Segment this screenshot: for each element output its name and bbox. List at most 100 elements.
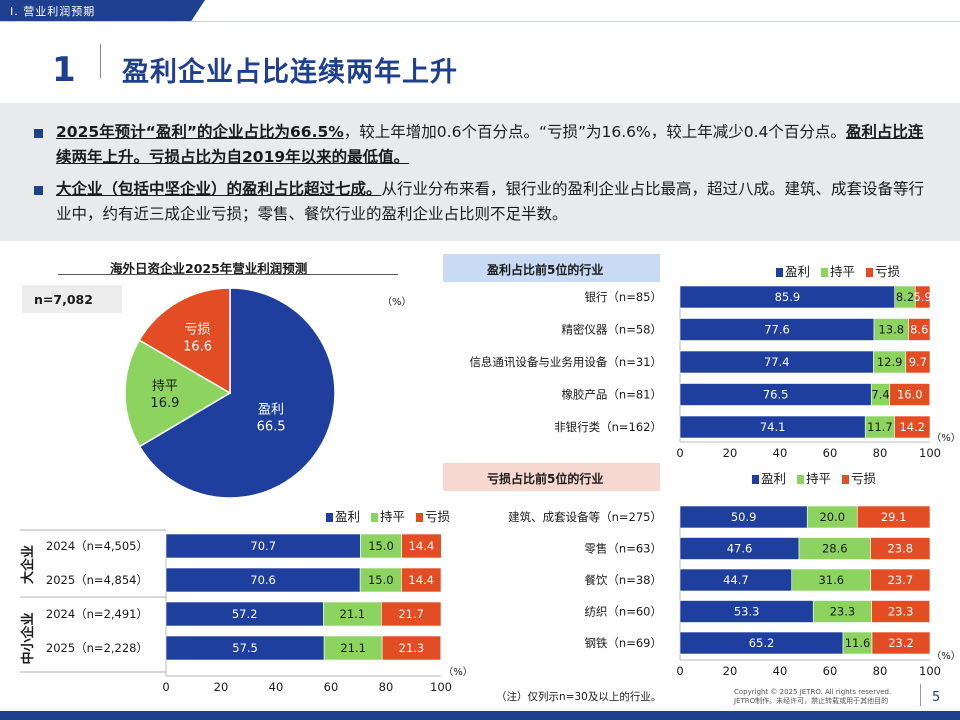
category-label: 零售（n=63） bbox=[584, 542, 662, 556]
bar-segment-profit bbox=[165, 635, 325, 661]
bar-segment-loss bbox=[381, 601, 442, 627]
bar-value-label: 11.7 bbox=[867, 420, 893, 434]
category-label: 建筑、成套设备等（n=275） bbox=[508, 510, 662, 524]
summary-2-text: 从行业分布来看，银行业的盈利企业占比最高，超过八成。建筑、成套设备等行业中，约有… bbox=[56, 180, 925, 223]
unit-label: （%） bbox=[443, 666, 473, 678]
summary-box: 2025年预计“盈利”的企业占比为66.5%，较上年增加0.6个百分点。“亏损”… bbox=[0, 103, 960, 241]
bar-value-label: 28.6 bbox=[822, 542, 848, 556]
section-tab: Ⅰ. 营业利润预期 bbox=[0, 0, 205, 22]
bar-segment-loss bbox=[889, 383, 931, 406]
category-label: 非银行类（n=162） bbox=[554, 420, 662, 434]
legend-swatch-profit bbox=[776, 268, 783, 277]
bar-segment-loss bbox=[381, 635, 442, 661]
pie-label-name: 盈利 bbox=[258, 402, 284, 417]
bar-value-label: 23.3 bbox=[888, 605, 914, 619]
bar-value-label: 7.4 bbox=[871, 388, 889, 402]
bar-segment-loss bbox=[856, 505, 931, 529]
category-label: 精密仪器（n=58） bbox=[561, 323, 662, 337]
bar-value-label: 14.4 bbox=[408, 573, 434, 587]
pie-n-label: n=7,082 bbox=[34, 292, 93, 307]
bar-value-label: 70.7 bbox=[250, 539, 276, 553]
pie-label-name: 亏损 bbox=[185, 323, 211, 338]
summary-2-bold-1: 大企业（包括中坚企业）的盈利占比超过七成。 bbox=[56, 180, 382, 198]
x-tick-label: 20 bbox=[723, 664, 738, 678]
legend-swatch-loss bbox=[416, 513, 423, 522]
bar-value-label: 21.1 bbox=[340, 607, 366, 621]
pie-unit-label: （%） bbox=[382, 297, 412, 308]
category-label: 橡胶产品（n=81） bbox=[561, 388, 662, 402]
category-label: 银行（n=85） bbox=[584, 290, 662, 304]
bar-value-label: 21.1 bbox=[340, 641, 366, 655]
summary-1-text: ，较上年增加0.6个百分点。“亏损”为16.6%，较上年减少0.4个百分点。 bbox=[343, 123, 846, 141]
bar-value-label: 15.0 bbox=[368, 573, 394, 587]
x-tick-label: 40 bbox=[773, 446, 788, 460]
pie-chart-title: 海外日资企业2025年营业利润预测 bbox=[110, 261, 308, 276]
bar-value-label: 85.9 bbox=[775, 290, 801, 304]
bullet-icon bbox=[34, 186, 43, 195]
category-label: 纺织（n=60） bbox=[584, 605, 662, 619]
bar-value-label: 74.1 bbox=[760, 420, 786, 434]
bar-value-label: 77.6 bbox=[764, 323, 790, 337]
legend-label-flat: 持平 bbox=[830, 264, 855, 279]
legend-swatch-loss bbox=[842, 475, 849, 484]
bar-value-label: 12.9 bbox=[877, 355, 903, 369]
bar-segment-loss bbox=[401, 533, 442, 559]
legend-swatch-flat bbox=[821, 268, 828, 277]
pie-label-value: 16.9 bbox=[150, 396, 179, 411]
bullet-icon bbox=[34, 129, 43, 138]
bar-value-label: 14.4 bbox=[409, 539, 435, 553]
legend-label-profit: 盈利 bbox=[785, 264, 810, 279]
bar-value-label: 23.8 bbox=[887, 542, 913, 556]
header-divider bbox=[0, 21, 960, 22]
legend-swatch-profit bbox=[326, 513, 333, 522]
x-tick-label: 80 bbox=[379, 680, 394, 694]
legend-label-loss: 亏损 bbox=[851, 471, 877, 486]
size-group-label: 中小企业 bbox=[20, 612, 36, 664]
summary-1-bold-2: 盈利占比连续两年上升。亏损占比为自2019年以来的最低值。 bbox=[56, 123, 924, 166]
bar-value-label: 65.2 bbox=[749, 636, 775, 650]
legend-label-flat: 持平 bbox=[380, 509, 405, 524]
bar-segment-loss bbox=[908, 318, 931, 341]
bar-segment-loss bbox=[871, 600, 931, 623]
x-tick-label: 60 bbox=[823, 446, 838, 460]
unit-label: （%） bbox=[931, 650, 960, 662]
top5-loss-header: 亏损占比前5位的行业 bbox=[443, 463, 660, 491]
bar-value-label: 77.4 bbox=[764, 355, 790, 369]
bar-value-label: 23.3 bbox=[830, 605, 856, 619]
x-tick-label: 0 bbox=[676, 446, 683, 460]
copyright-line-2: JETRO制作。未经许可，禁止转载或用于其他目的 bbox=[734, 697, 889, 705]
bar-value-label: 8.6 bbox=[910, 323, 928, 337]
legend-label-profit: 盈利 bbox=[761, 471, 786, 486]
category-label: 2024（n=4,505） bbox=[46, 539, 148, 553]
bar-value-label: 23.2 bbox=[888, 636, 914, 650]
bar-value-label: 47.6 bbox=[727, 542, 753, 556]
bar-value-label: 44.7 bbox=[723, 573, 749, 587]
pie-slice-flat bbox=[124, 339, 232, 448]
bar-value-label: 21.3 bbox=[399, 641, 425, 655]
category-label: 2025（n=2,228） bbox=[46, 641, 148, 655]
bar-segment-flat bbox=[360, 533, 402, 559]
bar-segment-profit bbox=[165, 567, 361, 593]
page-number-divider bbox=[920, 684, 921, 706]
bar-value-label: 23.7 bbox=[888, 573, 914, 587]
bar-value-label: 50.9 bbox=[731, 510, 757, 524]
bar-value-label: 21.7 bbox=[398, 607, 424, 621]
pie-slice-profit bbox=[138, 287, 336, 499]
summary-paragraph-2: 大企业（包括中坚企业）的盈利占比超过七成。从行业分布来看，银行业的盈利企业占比最… bbox=[56, 177, 936, 227]
x-tick-label: 100 bbox=[919, 664, 941, 678]
x-tick-label: 80 bbox=[873, 664, 888, 678]
size-group-label: 大企业 bbox=[20, 545, 36, 584]
bar-value-label: 57.2 bbox=[232, 607, 258, 621]
x-tick-label: 60 bbox=[324, 680, 339, 694]
x-tick-label: 20 bbox=[723, 446, 738, 460]
legend-label-flat: 持平 bbox=[806, 471, 831, 486]
page-title: 盈利企业占比连续两年上升 bbox=[122, 57, 458, 88]
category-label: 2024（n=2,491） bbox=[46, 607, 148, 621]
bar-value-label: 70.6 bbox=[250, 573, 276, 587]
bar-segment-flat bbox=[322, 601, 382, 627]
category-label: 钢铁（n=69） bbox=[584, 636, 662, 650]
top5-profit-header: 盈利占比前5位的行业 bbox=[443, 254, 660, 282]
bar-value-label: 5.9 bbox=[913, 290, 931, 304]
x-tick-label: 100 bbox=[919, 446, 941, 460]
bar-value-label: 15.0 bbox=[368, 539, 394, 553]
